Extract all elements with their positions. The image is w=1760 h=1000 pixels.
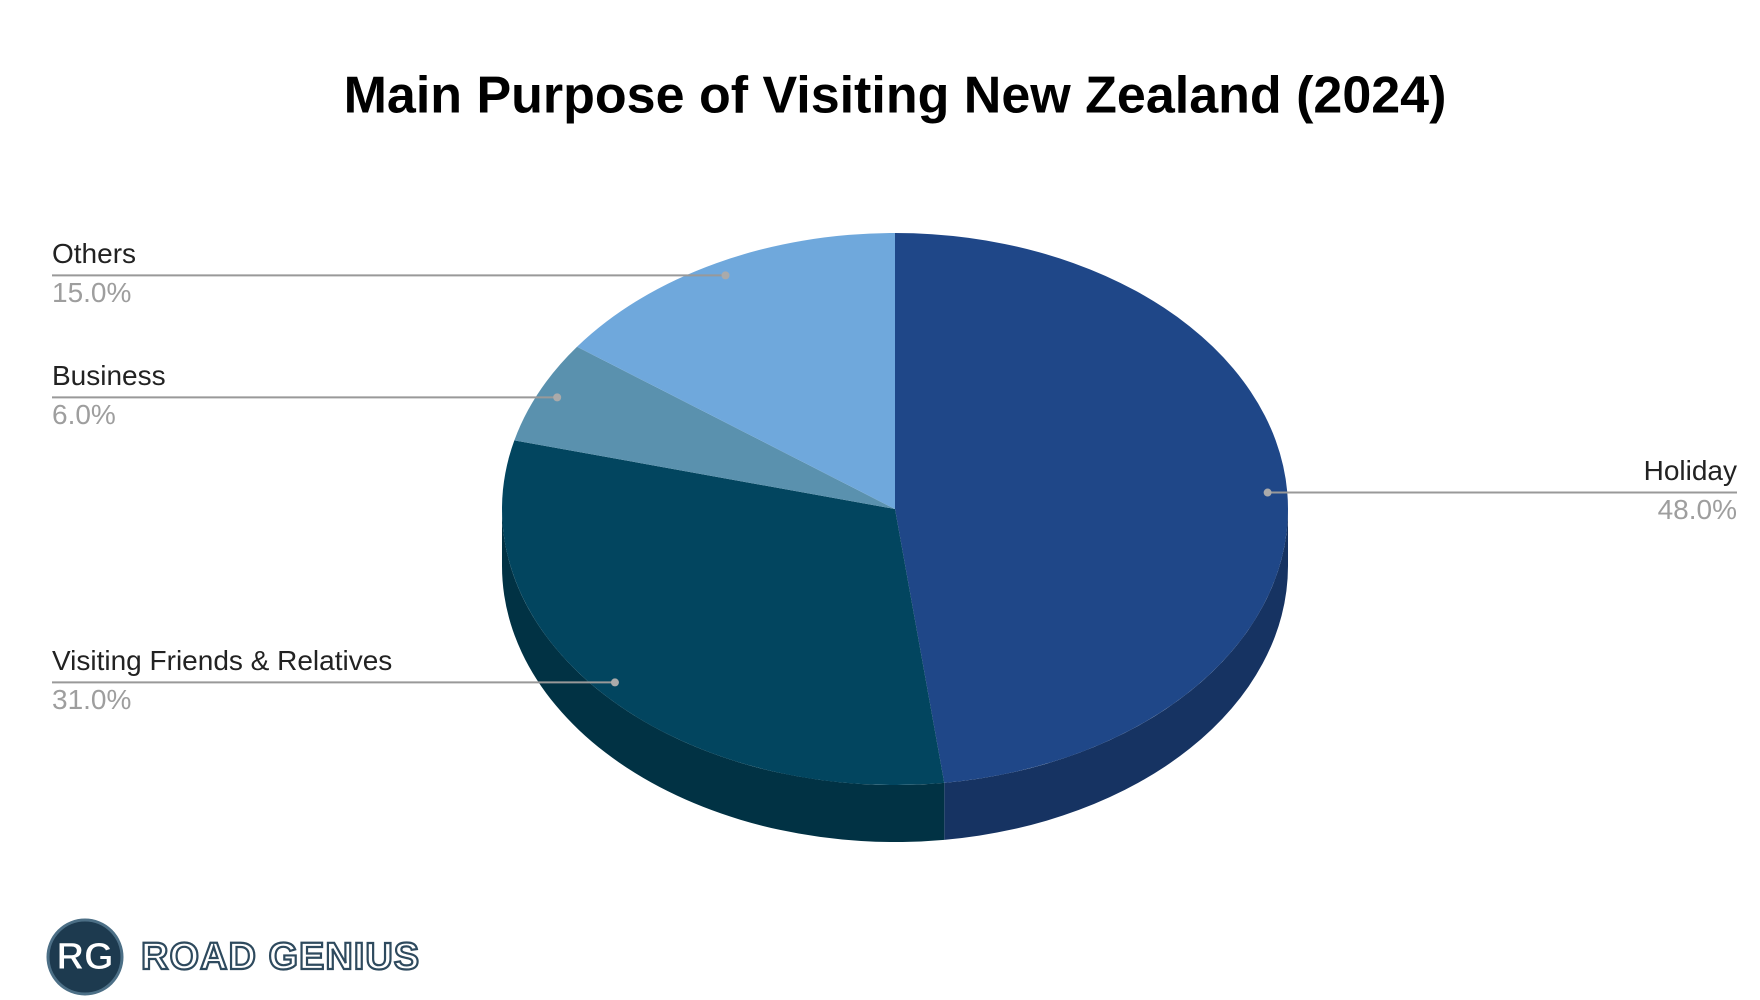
value-label: 15.0% (52, 277, 131, 308)
leader-dot (553, 393, 562, 402)
value-label: 48.0% (1658, 494, 1737, 525)
value-label: 31.0% (52, 684, 131, 715)
slice-label: Business (52, 360, 166, 391)
logo-badge (46, 918, 124, 996)
leader-dot (721, 271, 730, 280)
pie-slice (895, 233, 1289, 783)
logo-initials: RG (57, 936, 114, 978)
slice-label: Others (52, 238, 136, 269)
slice-label: Visiting Friends & Relatives (52, 645, 392, 676)
value-label: 6.0% (52, 399, 116, 430)
slice-label: Holiday (1644, 455, 1737, 486)
leader-dot (1263, 488, 1272, 497)
pie-slice-side (502, 509, 945, 843)
pie-slice (514, 346, 895, 509)
pie-slice-side (944, 509, 1288, 840)
pie-slice (501, 440, 945, 786)
logo-name: ROAD GENIUS (141, 936, 420, 978)
leader-dot (610, 678, 619, 687)
pie-slice (577, 233, 895, 509)
logo: RG ROAD GENIUS (46, 918, 420, 996)
pie-sides (502, 509, 1288, 843)
chart-title: Main Purpose of Visiting New Zealand (20… (344, 67, 1447, 125)
